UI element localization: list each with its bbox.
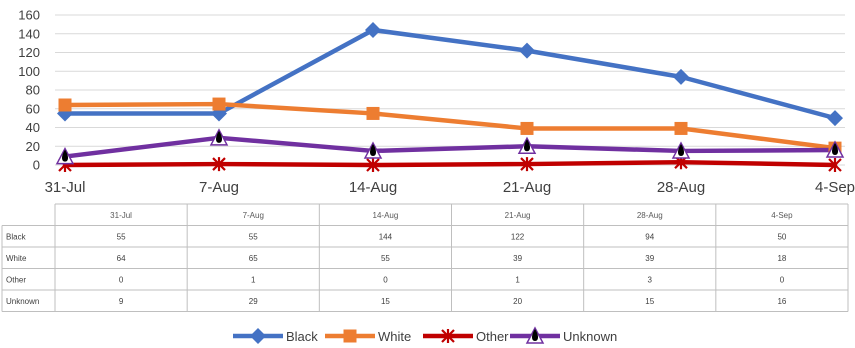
y-tick-label: 40: [26, 120, 40, 135]
table-column-header: 31-Jul: [110, 211, 132, 220]
data-point-white: [366, 106, 380, 120]
x-tick-label: 7-Aug: [199, 179, 239, 196]
data-point-other: [366, 158, 380, 172]
data-point-unknown-drop: [678, 143, 684, 156]
table-cell: 122: [511, 232, 525, 241]
y-tick-label: 100: [18, 64, 40, 79]
y-tick-label: 160: [18, 8, 40, 23]
table-cell: 55: [117, 232, 126, 241]
table-column-header: 21-Aug: [505, 211, 531, 220]
y-tick-label: 60: [26, 101, 40, 116]
table-cell: 50: [777, 232, 786, 241]
table-column-header: 14-Aug: [373, 211, 399, 220]
data-point-black: [673, 68, 689, 85]
table-cell: 3: [648, 275, 653, 284]
table-cell: 39: [513, 254, 522, 263]
data-point-white: [520, 121, 534, 135]
table-cell: 0: [780, 275, 785, 284]
series-line-black: [62, 27, 838, 121]
data-point-black: [519, 42, 535, 59]
data-point-unknown-drop: [370, 143, 376, 156]
table-cell: 15: [645, 297, 654, 306]
legend-marker-unknown-drop: [532, 329, 538, 341]
table-cell: 15: [381, 297, 390, 306]
legend-marker-black: [250, 328, 266, 344]
table-cell: 39: [645, 254, 654, 263]
table-cell: 18: [777, 254, 786, 263]
legend-marker-other: [441, 329, 455, 343]
data-point-white: [674, 121, 688, 135]
table-cell: 29: [249, 297, 258, 306]
table-cell: 55: [249, 232, 258, 241]
legend-label-black: Black: [286, 329, 318, 344]
data-point-white: [212, 97, 226, 111]
table-cell: 0: [383, 275, 388, 284]
table-cell: 16: [777, 297, 786, 306]
series-line-other: [62, 159, 838, 168]
series-line-unknown: [62, 135, 838, 159]
table-row-label: Unknown: [6, 297, 39, 306]
legend-marker-white: [343, 329, 357, 343]
table-column-header: 7-Aug: [243, 211, 264, 220]
table-cell: 20: [513, 297, 522, 306]
legend: Black White Other Unknown: [233, 326, 617, 344]
y-tick-label: 120: [18, 45, 40, 60]
table-cell: 1: [251, 275, 256, 284]
legend-label-white: White: [378, 329, 411, 344]
series-line-white: [62, 101, 838, 151]
gridlines: [55, 14, 845, 166]
data-point-unknown-drop: [62, 149, 68, 162]
legend-label-unknown: Unknown: [563, 329, 617, 344]
x-tick-label: 4-Sep: [815, 179, 855, 196]
y-tick-label: 20: [26, 139, 40, 154]
table-cell: 1: [515, 275, 520, 284]
x-axis-ticks: 31-Jul 7-Aug 14-Aug 21-Aug 28-Aug 4-Sep: [45, 179, 855, 196]
table-cell: 9: [119, 297, 124, 306]
data-point-other: [520, 157, 534, 172]
table-cell: 0: [119, 275, 124, 284]
table-cell: 55: [381, 254, 390, 263]
table-cell: 144: [379, 232, 393, 241]
y-tick-label: 140: [18, 26, 40, 41]
legend-label-other: Other: [476, 329, 509, 344]
data-point-black: [827, 110, 843, 127]
series-lines: [62, 27, 838, 168]
table-column-header: 4-Sep: [771, 211, 793, 220]
data-point-other: [828, 158, 842, 172]
series-markers: [55, 22, 845, 172]
data-point-unknown-drop: [832, 143, 838, 155]
x-tick-label: 21-Aug: [503, 179, 551, 196]
x-tick-label: 28-Aug: [657, 179, 705, 196]
data-point-unknown-drop: [524, 139, 530, 152]
x-tick-label: 31-Jul: [45, 179, 86, 196]
data-point-unknown-drop: [216, 130, 222, 143]
x-tick-label: 14-Aug: [349, 179, 397, 196]
table-cell: 94: [645, 232, 654, 241]
data-point-white: [58, 98, 72, 112]
y-tick-label: 80: [26, 83, 40, 98]
table-row-label: Black: [6, 232, 27, 241]
table-row-label: Other: [6, 275, 26, 284]
table-column-header: 28-Aug: [637, 211, 663, 220]
y-axis-ticks: 0 20 40 60 80 100 120 140 160: [18, 8, 40, 173]
table-cell: 64: [117, 254, 126, 263]
data-point-other: [212, 157, 226, 172]
table-cell: 65: [249, 254, 258, 263]
table-row-label: White: [6, 254, 27, 263]
data-table: 31-Jul 7-Aug 14-Aug 21-Aug 28-Aug 4-Sep Black 5…: [1, 203, 849, 312]
y-tick-label: 0: [33, 158, 40, 173]
data-point-black: [365, 22, 381, 38]
